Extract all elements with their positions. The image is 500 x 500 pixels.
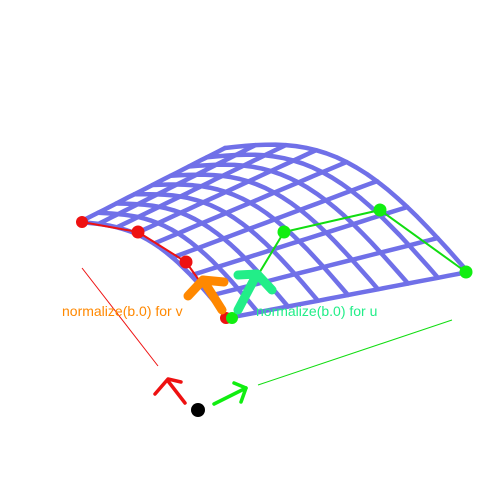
v-control-point <box>131 225 145 239</box>
surface-isoline-u <box>204 152 441 281</box>
u-tangent-arrow <box>233 269 277 315</box>
surface-isoline-v <box>225 269 471 321</box>
surface-isoline-u <box>186 162 411 286</box>
v-tangent-arrow <box>183 275 229 315</box>
v-axis-arrow-icon <box>153 377 187 405</box>
u-control-point <box>226 312 238 324</box>
surface-isoline-v <box>188 204 410 278</box>
v-tangent-label: normalize(b.0) for v <box>62 303 183 319</box>
v-guide-line <box>81 267 159 367</box>
u-tangent-label: normalize(b.0) for u <box>256 303 377 319</box>
surface-isoline-u <box>168 172 381 292</box>
u-control-point <box>277 225 291 239</box>
u-guide-line <box>257 319 453 386</box>
surface-isoline-v <box>207 235 440 299</box>
v-control-point <box>76 216 88 228</box>
surface-isoline-v <box>151 159 349 246</box>
u-axis-arrow-icon <box>212 381 248 406</box>
surface-wireframe <box>77 142 471 321</box>
v-control-point <box>179 255 193 269</box>
u-control-point <box>373 203 387 217</box>
surface-isoline-u <box>222 142 471 275</box>
origin-dot-icon <box>191 403 205 417</box>
u-control-point <box>459 265 473 279</box>
surface-isoline-v <box>170 178 380 260</box>
